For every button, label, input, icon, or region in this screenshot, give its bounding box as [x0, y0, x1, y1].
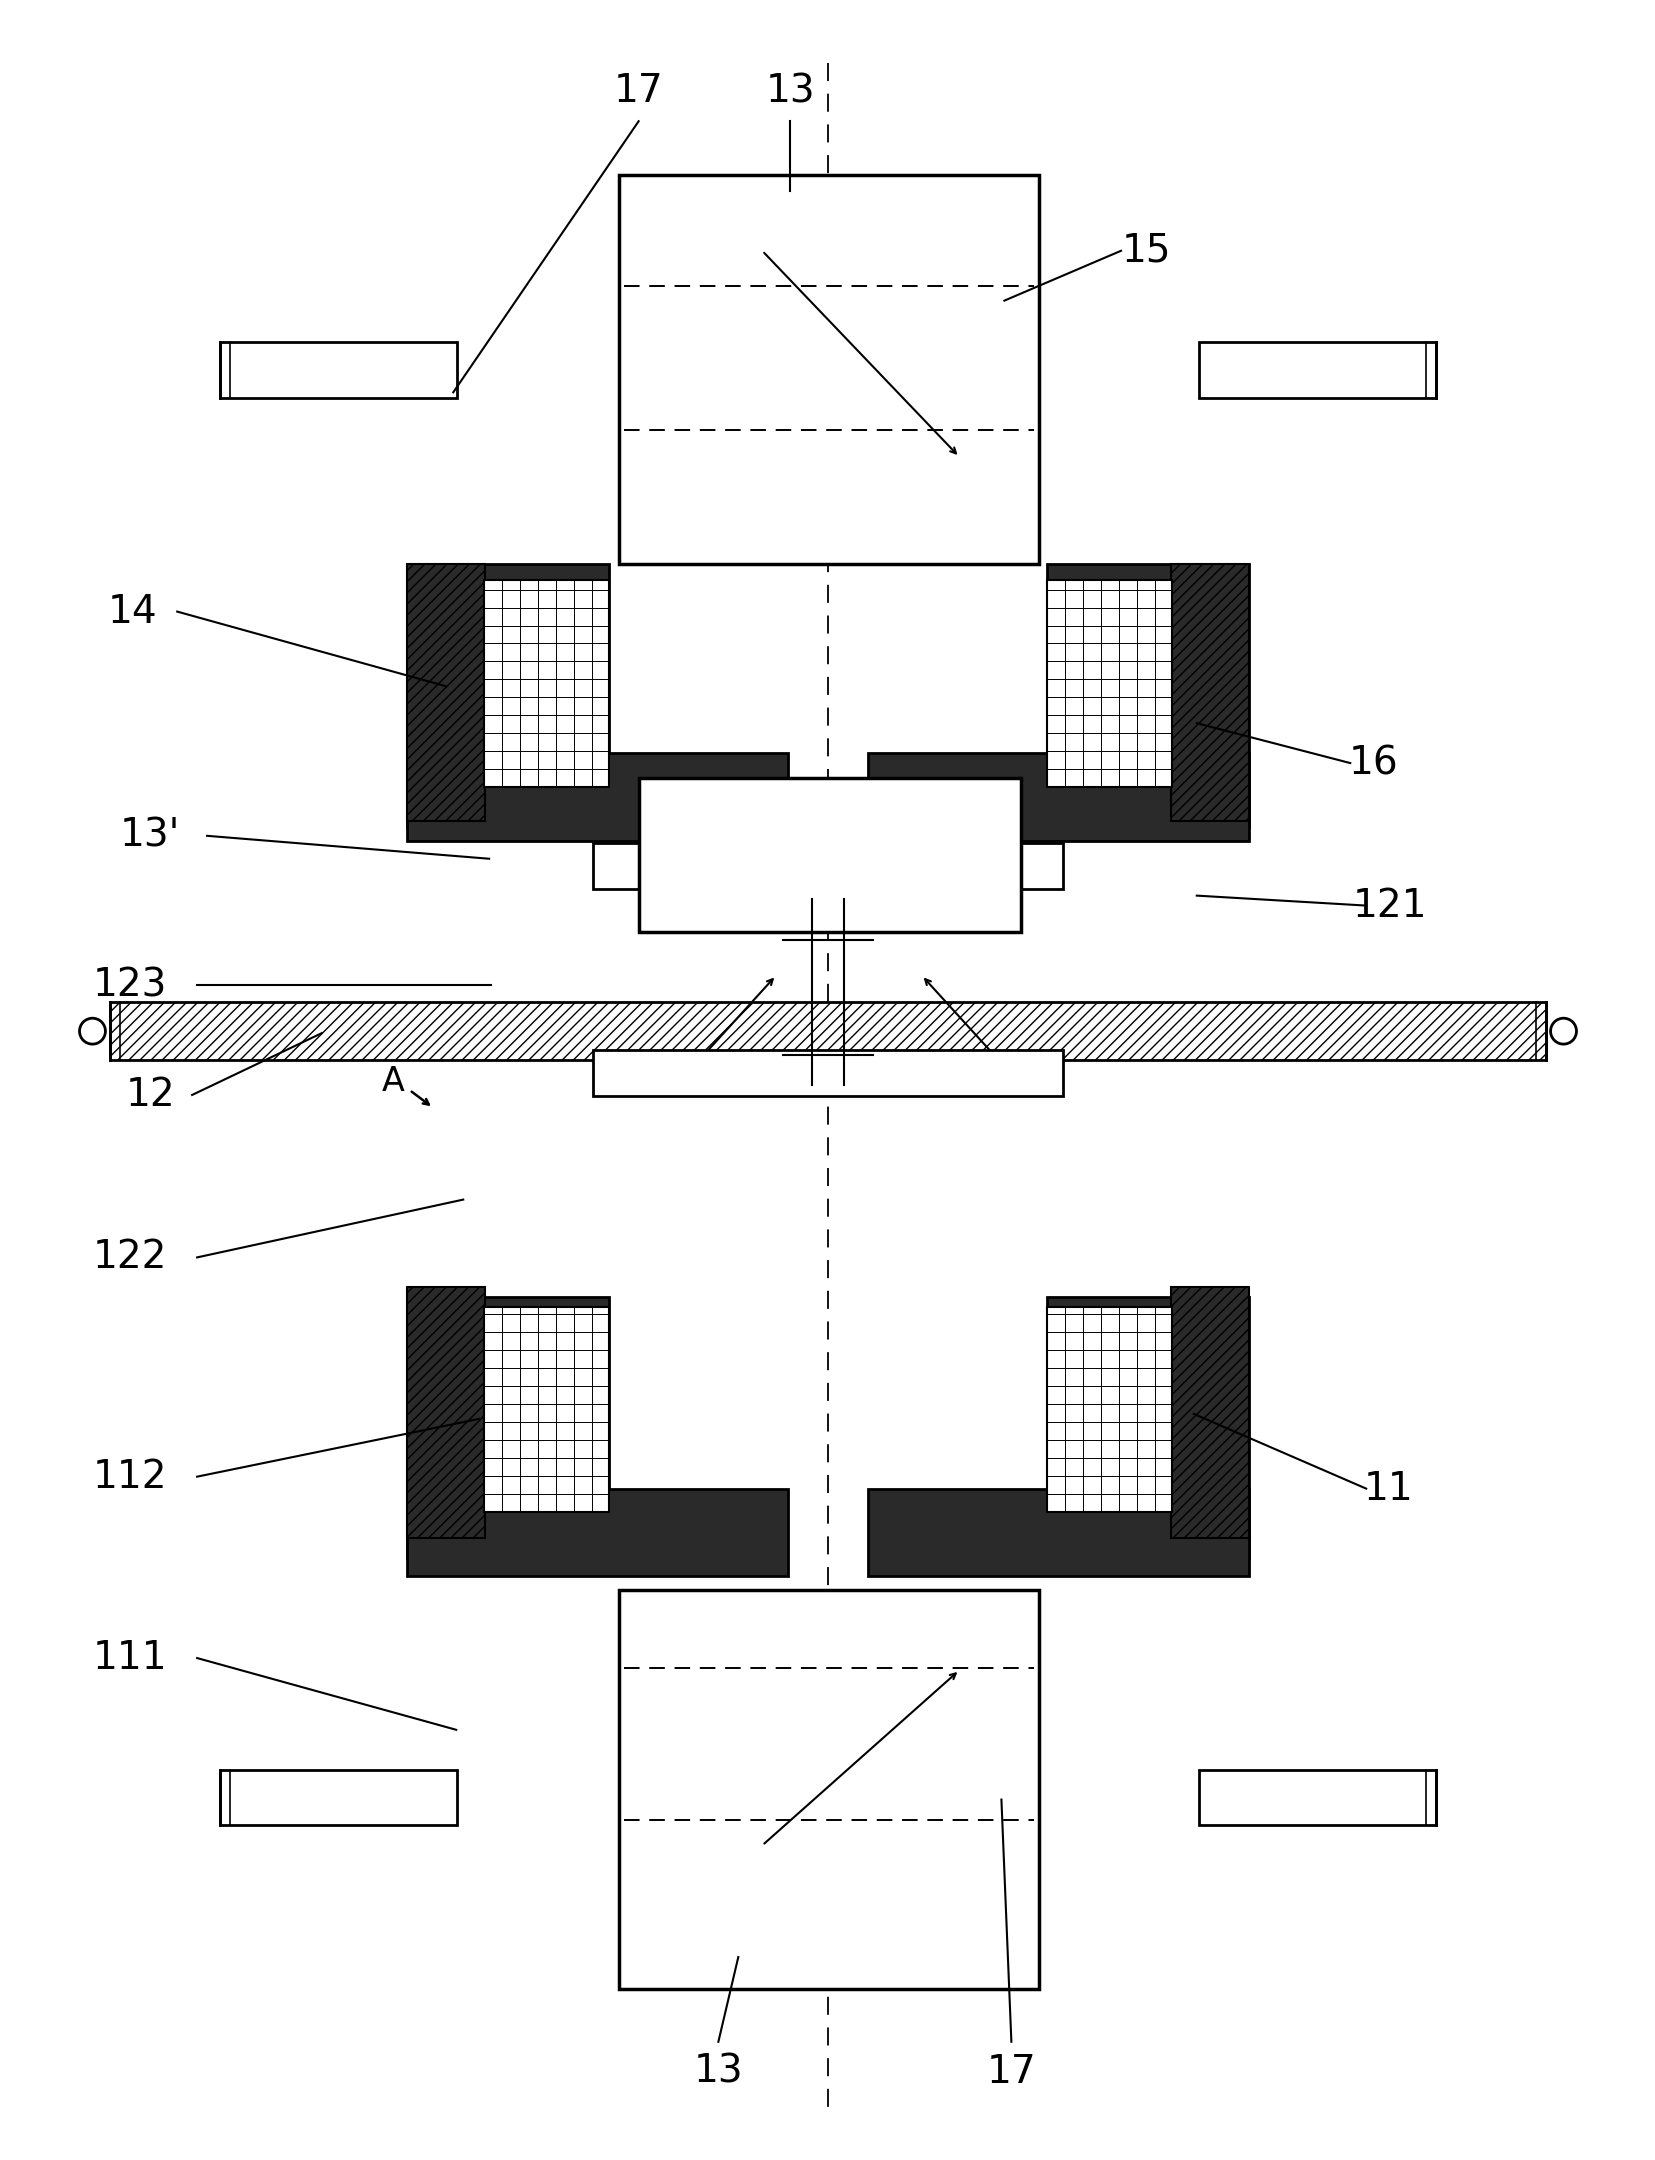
- Bar: [407, 1488, 788, 1577]
- Bar: [639, 778, 1021, 933]
- Bar: [867, 754, 1248, 840]
- Text: 17: 17: [986, 2052, 1036, 2091]
- Bar: [1046, 1298, 1248, 1557]
- Bar: [407, 564, 485, 821]
- Bar: [407, 564, 609, 827]
- Text: 121: 121: [1352, 886, 1427, 924]
- Text: 15: 15: [1122, 231, 1172, 270]
- Bar: [111, 1002, 1544, 1061]
- Bar: [407, 1287, 485, 1538]
- Bar: [483, 1307, 609, 1512]
- Text: 13: 13: [765, 71, 814, 110]
- Text: 111: 111: [93, 1639, 167, 1676]
- Text: 11: 11: [1362, 1469, 1412, 1508]
- Text: 12: 12: [126, 1076, 175, 1115]
- Text: 112: 112: [93, 1458, 167, 1495]
- Bar: [483, 579, 609, 786]
- Text: 123: 123: [93, 966, 167, 1004]
- Circle shape: [79, 1017, 106, 1043]
- Bar: [592, 1050, 1063, 1095]
- Bar: [619, 175, 1039, 564]
- Bar: [592, 842, 1063, 888]
- Bar: [619, 1590, 1039, 1989]
- Bar: [220, 343, 457, 397]
- Circle shape: [1549, 1017, 1576, 1043]
- Text: 17: 17: [614, 71, 664, 110]
- Text: A: A: [382, 1065, 405, 1099]
- Bar: [220, 1769, 457, 1825]
- Bar: [1046, 564, 1248, 827]
- Bar: [1046, 1307, 1172, 1512]
- Bar: [111, 1002, 1544, 1061]
- Bar: [1198, 1769, 1435, 1825]
- Bar: [867, 1488, 1248, 1577]
- Bar: [1046, 579, 1172, 786]
- Text: 13': 13': [121, 816, 180, 855]
- Bar: [407, 1298, 609, 1557]
- Bar: [1170, 1287, 1248, 1538]
- Text: 14: 14: [108, 592, 157, 631]
- Text: 13: 13: [693, 2052, 743, 2091]
- Text: 16: 16: [1347, 743, 1397, 782]
- Bar: [1170, 564, 1248, 821]
- Bar: [1198, 343, 1435, 397]
- Bar: [407, 754, 788, 840]
- Text: 122: 122: [93, 1238, 167, 1277]
